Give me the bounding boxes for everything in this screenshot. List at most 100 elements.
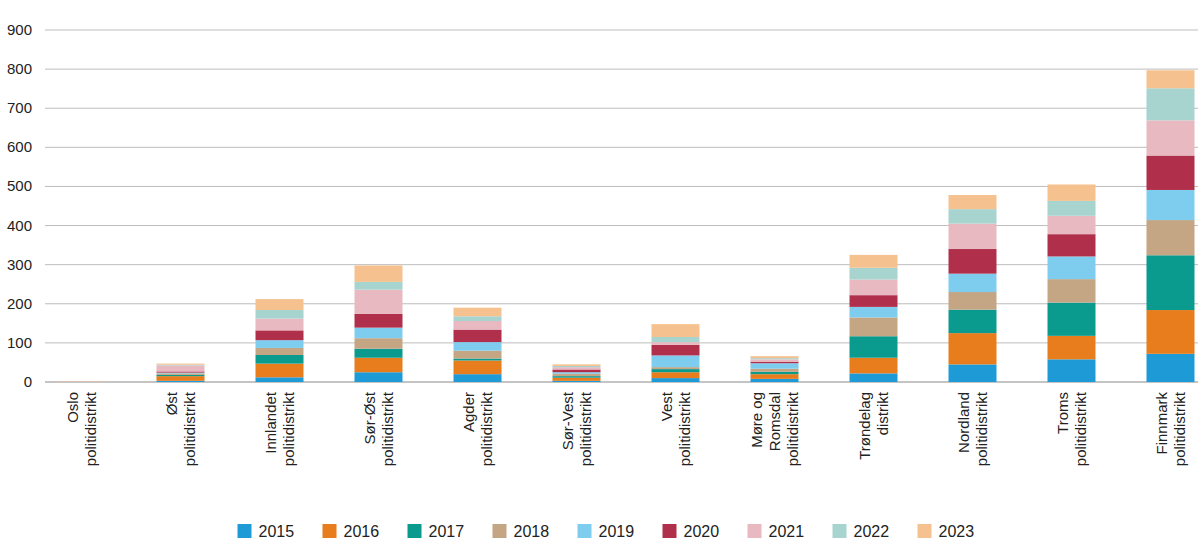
legend-swatch: [748, 524, 762, 538]
bar-segment: [850, 336, 898, 358]
legend-label: 2018: [514, 523, 550, 540]
grid: [45, 30, 1198, 382]
x-tick-label: Finnmarkpolitidistrikt: [1153, 391, 1188, 466]
bar-segment: [1147, 220, 1195, 255]
bar-segment: [553, 367, 601, 369]
y-tick-label: 900: [7, 21, 32, 38]
bar-segment: [553, 366, 601, 367]
x-tick-label: Møre ogRomsdalpolitidistrikt: [748, 391, 801, 466]
bar-segment: [949, 292, 997, 310]
y-tick-label: 700: [7, 99, 32, 116]
bar-segment: [1147, 255, 1195, 310]
x-tick-label: Trøndelagdistrikt: [856, 391, 891, 460]
bar-segment: [850, 295, 898, 307]
bar-segment: [652, 342, 700, 345]
bar-segment: [256, 340, 304, 348]
legend-label: 2017: [429, 523, 465, 540]
bar-segment: [751, 379, 799, 382]
bar-segment: [157, 375, 205, 376]
bar-segment: [157, 376, 205, 381]
legend-label: 2020: [684, 523, 720, 540]
legend-label: 2021: [769, 523, 805, 540]
bar-segment: [355, 314, 403, 328]
bar-segment: [355, 349, 403, 358]
grid-line: [45, 225, 1198, 226]
bar-segment: [850, 255, 898, 268]
bar-segment: [751, 374, 799, 379]
bar-segment: [652, 337, 700, 342]
bar-segment: [454, 342, 502, 351]
bar-segment: [1048, 303, 1096, 336]
bar-segment: [355, 265, 403, 281]
legend: 201520162017201820192020202120222023: [238, 523, 975, 540]
bar-segment: [949, 364, 997, 382]
bar-segment: [58, 381, 106, 382]
bar-segment: [355, 290, 403, 314]
bar-segment: [1147, 354, 1195, 382]
bar-segment: [256, 299, 304, 310]
x-tick-label: Østpolitidistrikt: [163, 391, 198, 466]
x-tick-label: Vestpolitidistrikt: [658, 391, 693, 466]
bar-segment: [553, 369, 601, 372]
bar-segment: [850, 317, 898, 336]
grid-line: [45, 342, 1198, 343]
bar-segment: [1147, 190, 1195, 220]
bar-segment: [949, 195, 997, 209]
y-tick-label: 800: [7, 60, 32, 77]
bar-segment: [157, 366, 205, 372]
legend-label: 2016: [344, 523, 380, 540]
x-tick-label: Sør-Vestpolitidistrikt: [559, 391, 594, 466]
bar-segment: [850, 358, 898, 374]
legend-swatch: [238, 524, 252, 538]
chart-container: 0100200300400500600700800900Oslopolitidi…: [0, 0, 1200, 558]
bar-segment: [157, 364, 205, 365]
bar-segment: [652, 372, 700, 378]
bar-segment: [1147, 120, 1195, 155]
bar-segment: [157, 372, 205, 374]
bar-segment: [256, 364, 304, 378]
grid-line: [45, 382, 1198, 383]
y-tick-label: 400: [7, 217, 32, 234]
bar-segment: [454, 359, 502, 361]
bar-segment: [355, 358, 403, 372]
bar-segment: [652, 369, 700, 372]
bar-segment: [850, 307, 898, 318]
bar-segment: [454, 351, 502, 359]
x-tick-label: Agderpolitidistrikt: [460, 391, 495, 466]
legend-swatch: [918, 524, 932, 538]
bar-segment: [553, 378, 601, 381]
legend-swatch: [663, 524, 677, 538]
y-tick-label: 0: [24, 373, 32, 390]
bar-segment: [949, 333, 997, 364]
legend-label: 2015: [259, 523, 295, 540]
bar-segment: [553, 381, 601, 382]
grid-line: [45, 264, 1198, 265]
bar-segment: [58, 382, 106, 383]
bar-segment: [949, 224, 997, 249]
bar-segment: [553, 372, 601, 374]
grid-line: [45, 186, 1198, 187]
bar-segment: [157, 381, 205, 382]
bar-segment: [454, 321, 502, 330]
bar-segment: [157, 371, 205, 372]
legend-label: 2022: [854, 523, 890, 540]
bar-segment: [1048, 279, 1096, 302]
bar-segment: [256, 377, 304, 382]
bar-segment: [157, 373, 205, 375]
grid-line: [45, 303, 1198, 304]
bar-segment: [1048, 234, 1096, 256]
bar-segment: [355, 372, 403, 382]
y-tick-label: 200: [7, 295, 32, 312]
bar-segment: [355, 328, 403, 339]
bar-segment: [1147, 70, 1195, 88]
bar-segment: [1147, 310, 1195, 354]
x-tick-label: Tromspolitidistrikt: [1054, 391, 1089, 466]
bar-segment: [256, 355, 304, 364]
bar-segment: [454, 330, 502, 343]
bar-segment: [58, 381, 106, 382]
bar-segment: [256, 319, 304, 331]
legend-label: 2019: [599, 523, 635, 540]
bar-segment: [553, 364, 601, 366]
x-tick-label: Nordlandpolitidistrikt: [955, 391, 990, 466]
bar-segment: [1147, 88, 1195, 120]
